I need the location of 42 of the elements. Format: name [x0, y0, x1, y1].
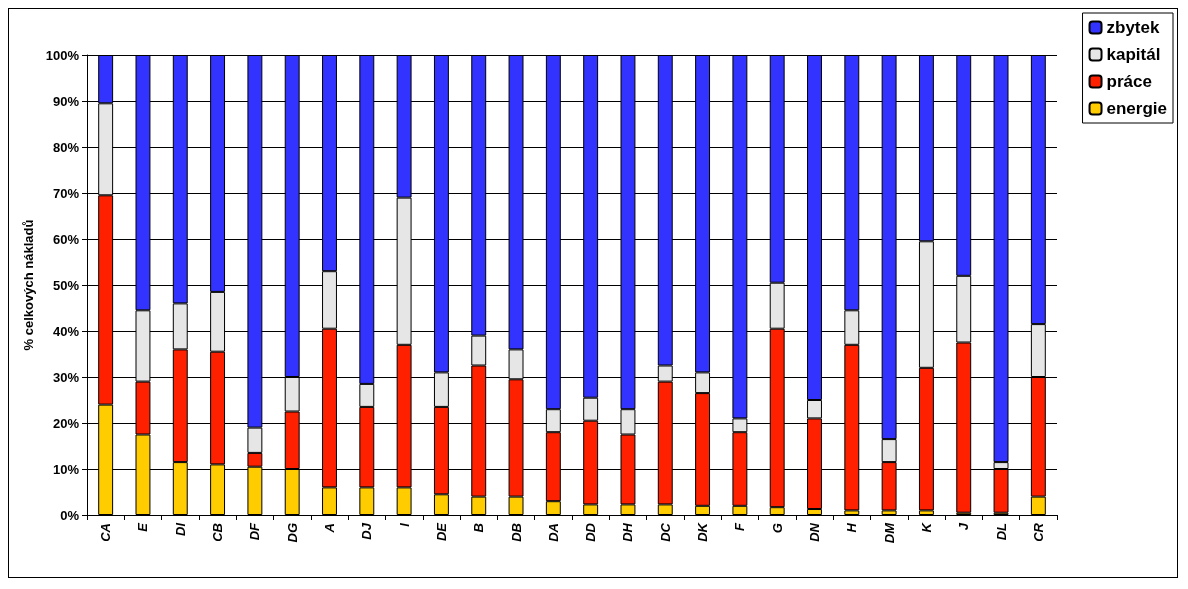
x-tick-label: DL [993, 522, 1009, 541]
y-tick-label: 20% [52, 415, 80, 431]
x-tick-label: F [732, 521, 748, 531]
y-tick-label: 10% [52, 461, 80, 477]
x-tick-label: CB [210, 523, 226, 542]
x-tick-label: A [322, 523, 337, 534]
x-tick-label: DD [583, 522, 599, 542]
x-tick-label: DK [695, 521, 711, 542]
legend-label: zbytek [1106, 18, 1160, 37]
y-tick-label: 30% [52, 369, 80, 385]
x-tick-label: J [956, 522, 972, 531]
x-tick-label: DM [881, 521, 897, 544]
x-tick-label: DG [284, 523, 300, 543]
x-tick-label: I [396, 522, 412, 527]
y-tick-label: 50% [52, 277, 80, 293]
legend-label: energie [1106, 99, 1168, 118]
x-tick-label: H [844, 522, 860, 533]
x-tick-label: DJ [359, 522, 375, 540]
y-tick-label: 70% [52, 185, 80, 201]
x-tick-label: B [471, 523, 487, 533]
y-axis-title: % celkových nákladů [20, 219, 36, 351]
y-tick-label: 0% [60, 507, 80, 523]
x-tick-label: K [918, 521, 934, 533]
x-tick-label: CR [1030, 522, 1046, 542]
y-tick-label: 60% [52, 231, 80, 247]
x-tick-label: DI [172, 522, 188, 536]
x-tick-label: DH [620, 522, 636, 542]
x-tick-label: G [769, 523, 785, 534]
x-tick-label: DF [247, 521, 263, 541]
x-tick-label: CA [98, 523, 114, 542]
y-tick-label: 90% [52, 93, 80, 109]
y-tick-label: 100% [45, 47, 80, 63]
y-tick-label: 40% [52, 323, 80, 339]
x-tick-label: DE [433, 522, 449, 542]
legend-label: kapitál [1106, 45, 1161, 64]
x-tick-label: DN [807, 522, 822, 542]
x-tick-label: DB [508, 523, 524, 542]
x-tick-label: DC [657, 522, 673, 542]
x-tick-label: DA [545, 523, 561, 542]
legend-label: práce [1106, 72, 1152, 91]
y-tick-label: 80% [52, 139, 80, 155]
x-tick-label: E [135, 522, 151, 532]
